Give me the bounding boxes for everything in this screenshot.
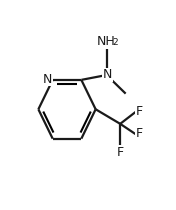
Text: N: N: [103, 68, 112, 81]
Text: F: F: [117, 146, 124, 159]
Text: F: F: [135, 127, 142, 140]
Text: N: N: [43, 73, 52, 85]
Text: 2: 2: [112, 38, 118, 47]
Text: NH: NH: [96, 35, 115, 48]
Text: F: F: [135, 105, 142, 118]
